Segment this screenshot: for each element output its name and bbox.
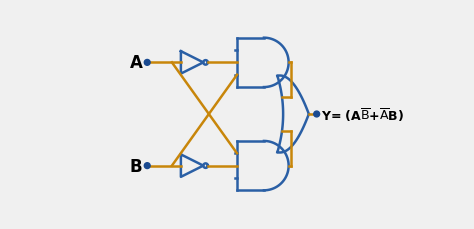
Circle shape — [314, 112, 319, 117]
Circle shape — [144, 60, 150, 66]
Text: B: B — [130, 157, 142, 175]
Circle shape — [144, 163, 150, 169]
Text: A: A — [129, 54, 143, 72]
Text: Y= (A$\overline{\rm B}$+$\overline{\rm A}$B): Y= (A$\overline{\rm B}$+$\overline{\rm A… — [321, 106, 404, 123]
